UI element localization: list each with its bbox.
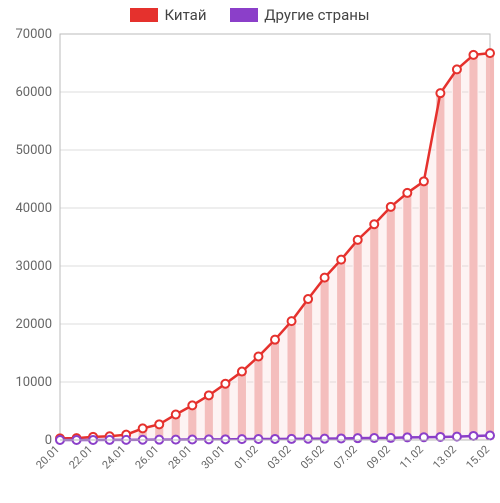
y-tick-label: 70000 (15, 27, 52, 42)
marker-other (370, 434, 378, 442)
legend-swatch-china (130, 8, 158, 22)
marker-other (221, 435, 229, 443)
legend-item-china: Китай (130, 6, 206, 24)
marker-china (486, 49, 494, 57)
marker-china (453, 65, 461, 73)
marker-other (486, 431, 494, 439)
marker-other (188, 435, 196, 443)
marker-china (221, 380, 229, 388)
marker-china (205, 391, 213, 399)
legend: Китай Другие страны (0, 6, 500, 26)
marker-china (254, 352, 262, 360)
marker-china (238, 368, 246, 376)
marker-other (238, 435, 246, 443)
marker-china (155, 420, 163, 428)
marker-china (304, 295, 312, 303)
y-tick-label: 10000 (15, 375, 52, 390)
marker-china (436, 89, 444, 97)
marker-other (354, 434, 362, 442)
marker-china (420, 177, 428, 185)
marker-china (271, 336, 279, 344)
legend-label-china: Китай (164, 6, 206, 24)
legend-item-other: Другие страны (230, 6, 369, 24)
marker-china (139, 424, 147, 432)
y-tick-label: 50000 (15, 143, 52, 158)
chart-svg: 01000020000300004000050000600007000020.0… (0, 0, 500, 503)
chart-container: Китай Другие страны 01000020000300004000… (0, 0, 500, 503)
legend-swatch-other (230, 8, 258, 22)
marker-other (288, 435, 296, 443)
marker-other (321, 435, 329, 443)
marker-china (172, 410, 180, 418)
y-tick-label: 40000 (15, 201, 52, 216)
legend-label-other: Другие страны (264, 6, 369, 24)
marker-china (288, 317, 296, 325)
marker-china (321, 274, 329, 282)
marker-china (188, 401, 196, 409)
marker-other (453, 433, 461, 441)
marker-china (370, 220, 378, 228)
marker-other (387, 434, 395, 442)
marker-china (403, 189, 411, 197)
marker-china (469, 51, 477, 59)
marker-other (304, 435, 312, 443)
marker-china (337, 256, 345, 264)
marker-other (254, 435, 262, 443)
marker-china (354, 236, 362, 244)
y-tick-label: 20000 (15, 317, 52, 332)
marker-other (205, 435, 213, 443)
y-tick-label: 30000 (15, 259, 52, 274)
y-tick-label: 60000 (15, 85, 52, 100)
marker-other (337, 434, 345, 442)
marker-other (469, 432, 477, 440)
marker-china (387, 203, 395, 211)
marker-other (271, 435, 279, 443)
